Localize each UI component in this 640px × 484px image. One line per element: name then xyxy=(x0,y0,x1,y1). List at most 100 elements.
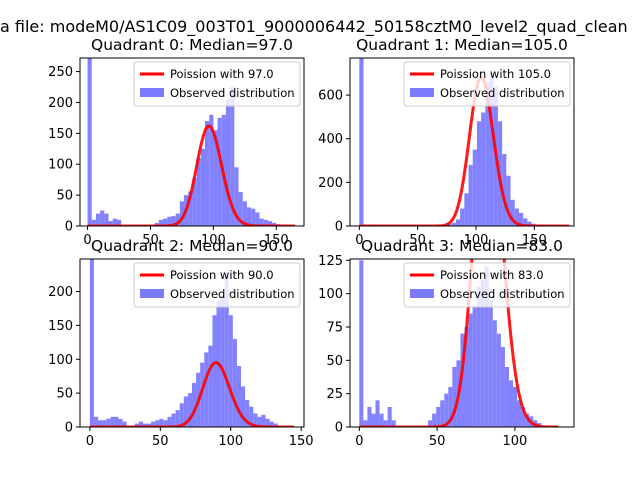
histogram-bar xyxy=(469,314,473,427)
x-tick-label: 150 xyxy=(289,434,314,449)
histogram-bar xyxy=(205,121,209,226)
y-tick-label: 200 xyxy=(48,285,73,300)
histogram-bar xyxy=(436,407,440,427)
y-tick-label: 200 xyxy=(318,176,343,191)
histogram-bar xyxy=(440,400,444,427)
histogram-bar xyxy=(359,58,363,226)
histogram-bar xyxy=(90,259,94,427)
histogram-bar xyxy=(505,367,509,427)
histogram-bar xyxy=(100,211,104,226)
histogram-bar xyxy=(204,352,208,427)
legend: Poission with 83.0 Observed distribution xyxy=(404,263,570,307)
histogram-bar xyxy=(201,149,205,226)
histogram-bar xyxy=(460,209,464,226)
histogram-bar xyxy=(96,214,100,226)
legend-label: Observed distribution xyxy=(440,287,565,301)
y-tick-label: 400 xyxy=(318,132,343,147)
legend-hist-swatch xyxy=(140,88,164,97)
histogram-bar xyxy=(251,209,255,226)
x-tick-label: 50 xyxy=(152,434,169,449)
histogram-bar xyxy=(477,121,481,226)
subplot-title: Quadrant 3: Median=83.0 xyxy=(361,237,563,255)
histogram-bar xyxy=(380,414,384,427)
histogram-bar xyxy=(237,366,241,427)
subplot-title: Quadrant 1: Median=105.0 xyxy=(356,36,568,54)
histogram-bar xyxy=(473,307,477,427)
legend-label: Poission with 105.0 xyxy=(440,67,551,81)
histogram-bar xyxy=(218,118,222,226)
y-tick-label: 200 xyxy=(48,96,73,111)
legend-label: Observed distribution xyxy=(440,86,565,100)
histogram-bar xyxy=(376,400,380,427)
y-tick-label: 100 xyxy=(48,353,73,368)
legend-hist-swatch xyxy=(410,88,434,97)
y-tick-label: 50 xyxy=(56,189,73,204)
legend-label: Observed distribution xyxy=(170,287,295,301)
histogram-bar xyxy=(94,417,98,427)
histogram-bar xyxy=(233,339,237,427)
histogram-bar xyxy=(212,315,216,427)
histogram-bar xyxy=(367,407,371,427)
histogram-bar xyxy=(481,113,485,226)
y-tick-label: 0 xyxy=(65,421,73,436)
histogram-bar xyxy=(88,58,92,226)
histogram-bar xyxy=(104,214,108,226)
histogram-bar xyxy=(114,417,118,427)
y-tick-label: 150 xyxy=(48,127,73,142)
y-tick-label: 50 xyxy=(326,354,343,369)
y-tick-label: 100 xyxy=(48,158,73,173)
histogram-bar xyxy=(501,347,505,427)
legend-label: Observed distribution xyxy=(170,86,295,100)
subplot-title: Quadrant 0: Median=97.0 xyxy=(91,36,293,54)
histogram-bar xyxy=(493,320,497,427)
y-tick-label: 100 xyxy=(318,287,343,302)
histogram-bar xyxy=(473,150,477,226)
y-tick-label: 250 xyxy=(48,65,73,80)
y-tick-label: 25 xyxy=(326,387,343,402)
y-tick-label: 0 xyxy=(65,220,73,235)
y-tick-label: 75 xyxy=(326,321,343,336)
y-tick-label: 150 xyxy=(48,319,73,334)
histogram-bar xyxy=(172,413,176,427)
histogram-bar xyxy=(464,193,468,226)
histogram-bar xyxy=(255,212,259,226)
legend: Poission with 105.0 Observed distribution xyxy=(404,62,570,106)
legend-hist-swatch xyxy=(410,289,434,298)
legend-hist-swatch xyxy=(140,289,164,298)
histogram-bar xyxy=(489,300,493,427)
subplot-title: Quadrant 2: Median=90.0 xyxy=(91,237,293,255)
x-tick-label: 50 xyxy=(429,434,446,449)
histogram-bar xyxy=(261,415,265,427)
histogram-bar xyxy=(371,414,375,427)
histogram-bar xyxy=(110,417,114,427)
figure-suptitle: a file: modeM0/AS1C09_003T01_9000006442_… xyxy=(0,17,640,36)
histogram-bar xyxy=(497,334,501,427)
legend: Poission with 97.0 Observed distribution xyxy=(134,62,300,106)
y-tick-label: 50 xyxy=(56,387,73,402)
x-tick-label: 100 xyxy=(218,434,243,449)
x-tick-label: 100 xyxy=(502,434,527,449)
legend-label: Poission with 90.0 xyxy=(170,268,274,282)
histogram-bar xyxy=(226,99,230,226)
x-tick-label: 0 xyxy=(355,434,363,449)
histogram-bar xyxy=(509,380,513,427)
histogram-bar xyxy=(469,165,473,226)
histogram-bar xyxy=(388,407,392,427)
histogram-bar xyxy=(229,315,233,427)
legend: Poission with 90.0 Observed distribution xyxy=(134,263,300,307)
legend-label: Poission with 97.0 xyxy=(170,67,274,81)
histogram-bar xyxy=(432,414,436,427)
y-tick-label: 0 xyxy=(335,220,343,235)
histogram-bar xyxy=(176,410,180,427)
histogram-bar xyxy=(477,287,481,427)
y-tick-label: 600 xyxy=(318,89,343,104)
histogram-bar xyxy=(513,387,517,427)
histogram-bar xyxy=(221,295,225,427)
legend-label: Poission with 83.0 xyxy=(440,268,544,282)
